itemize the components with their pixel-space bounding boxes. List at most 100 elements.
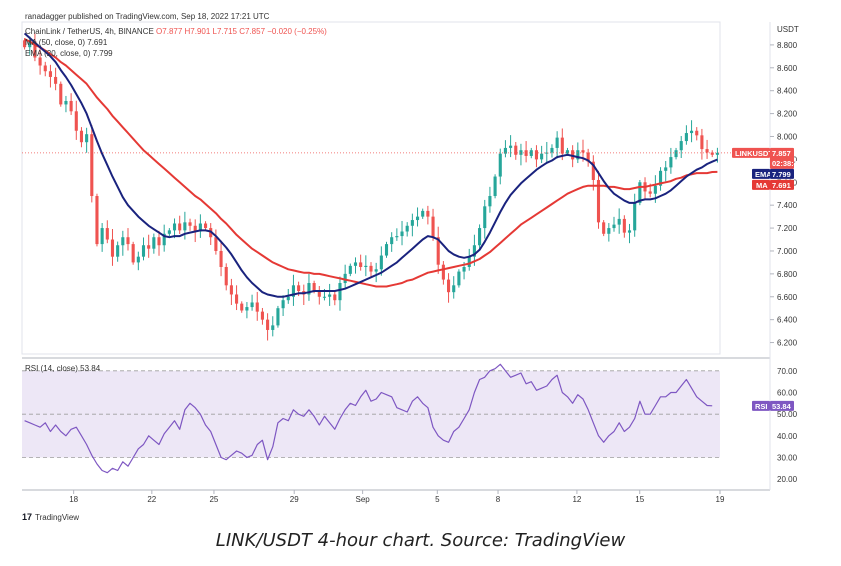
candle [266, 319, 270, 330]
candle [162, 233, 166, 246]
candle [28, 41, 32, 48]
candle [183, 222, 187, 231]
candle [333, 294, 337, 301]
candle [565, 150, 570, 154]
candle [560, 137, 564, 154]
candle [478, 228, 482, 246]
candle [374, 269, 378, 272]
candle [540, 153, 544, 160]
candle [59, 83, 63, 105]
candle [555, 137, 559, 148]
candle [328, 294, 332, 297]
candle [188, 222, 192, 226]
price-tick-label: 6.600 [777, 293, 798, 302]
candle [684, 133, 688, 142]
candle [100, 228, 104, 245]
candle [281, 300, 285, 309]
legend-ema: EMA (20, close, 0) 7.799 [25, 49, 113, 58]
candle [483, 206, 487, 229]
candle [214, 237, 218, 251]
tradingview-logo[interactable]: 17 TradingView [22, 512, 79, 522]
rsi-tick-label: 40.00 [777, 432, 798, 441]
ma-tag [752, 179, 770, 190]
candle [229, 285, 233, 295]
price-tick-label: 6.200 [777, 339, 798, 348]
candle [622, 218, 626, 233]
time-tick-label: 8 [496, 495, 501, 504]
candle [498, 153, 502, 177]
candle [529, 150, 533, 156]
rsi-tick-label: 50.00 [777, 410, 798, 419]
candle [509, 145, 513, 148]
price-tick-label: 8.200 [777, 110, 798, 119]
candle [658, 170, 663, 186]
price-pane-border [21, 21, 721, 355]
price-tick-label: 8.400 [777, 87, 798, 96]
candle [74, 111, 78, 131]
price-tick-label: 7.000 [777, 247, 798, 256]
candle [322, 296, 327, 298]
candle [612, 224, 616, 229]
time-tick-label: 25 [209, 495, 218, 504]
candle [147, 245, 151, 249]
legend-ema-row: EMA (20, close, 0) 7.799 [25, 49, 113, 58]
candle [638, 182, 642, 203]
candle [679, 141, 683, 151]
publisher-line: ranadagger published on TradingView.com,… [25, 12, 270, 21]
candle [669, 157, 673, 168]
candle [488, 196, 492, 207]
candle [219, 250, 223, 267]
candle [364, 265, 368, 267]
candle [534, 150, 539, 160]
candle [85, 134, 89, 143]
chart-area: 8.8008.6008.4008.2008.0007.8007.6007.400… [21, 21, 799, 504]
price-chart-svg: 8.8008.6008.4008.2008.0007.8007.6007.400… [21, 21, 799, 504]
last-price-value: 7.857 [772, 149, 791, 158]
price-axis-currency: USDT [777, 25, 799, 34]
legend-symbol: ChainLink / TetherUS, 4h, BINANCE [25, 27, 154, 36]
symbol-price-tag [732, 147, 770, 158]
candle [493, 176, 497, 197]
ema-tag-value: 7.799 [772, 170, 791, 179]
candle [690, 130, 694, 134]
ma-tag-text: MA [756, 181, 768, 190]
candle [110, 239, 115, 257]
candle [674, 150, 678, 158]
candle [291, 285, 295, 297]
candle [591, 161, 595, 180]
candle [457, 271, 461, 286]
price-tick-label: 6.400 [777, 316, 798, 325]
candle [384, 244, 389, 256]
tradingview-logo-text: TradingView [35, 512, 80, 522]
price-tick-label: 8.800 [777, 41, 798, 50]
symbol-tag-text: LINKUSDT [735, 149, 773, 158]
candle [245, 307, 249, 311]
rsi-tick-label: 60.00 [777, 389, 798, 398]
candle [136, 256, 140, 263]
candle [576, 150, 580, 160]
candle [23, 40, 27, 48]
rsi-tag-value: 53.84 [772, 402, 792, 411]
candle [167, 230, 171, 234]
ema-value-tag [770, 168, 794, 179]
candle [198, 223, 202, 232]
candle [90, 134, 94, 197]
candle [633, 202, 637, 231]
time-tick-label: 12 [572, 495, 581, 504]
candle [235, 294, 239, 304]
time-tick-label: 15 [635, 495, 644, 504]
candle [503, 147, 507, 154]
rsi-line [24, 363, 713, 474]
candle [121, 237, 125, 246]
candle [379, 255, 383, 270]
price-tick-label: 7.200 [777, 224, 798, 233]
candle [69, 100, 73, 112]
candle [286, 296, 290, 301]
candle [203, 223, 208, 229]
candle [38, 57, 42, 66]
rsi-tick-label: 20.00 [777, 475, 798, 484]
candle [431, 216, 435, 238]
time-tick-label: 19 [716, 495, 725, 504]
candle [64, 100, 68, 105]
candle [405, 225, 409, 232]
